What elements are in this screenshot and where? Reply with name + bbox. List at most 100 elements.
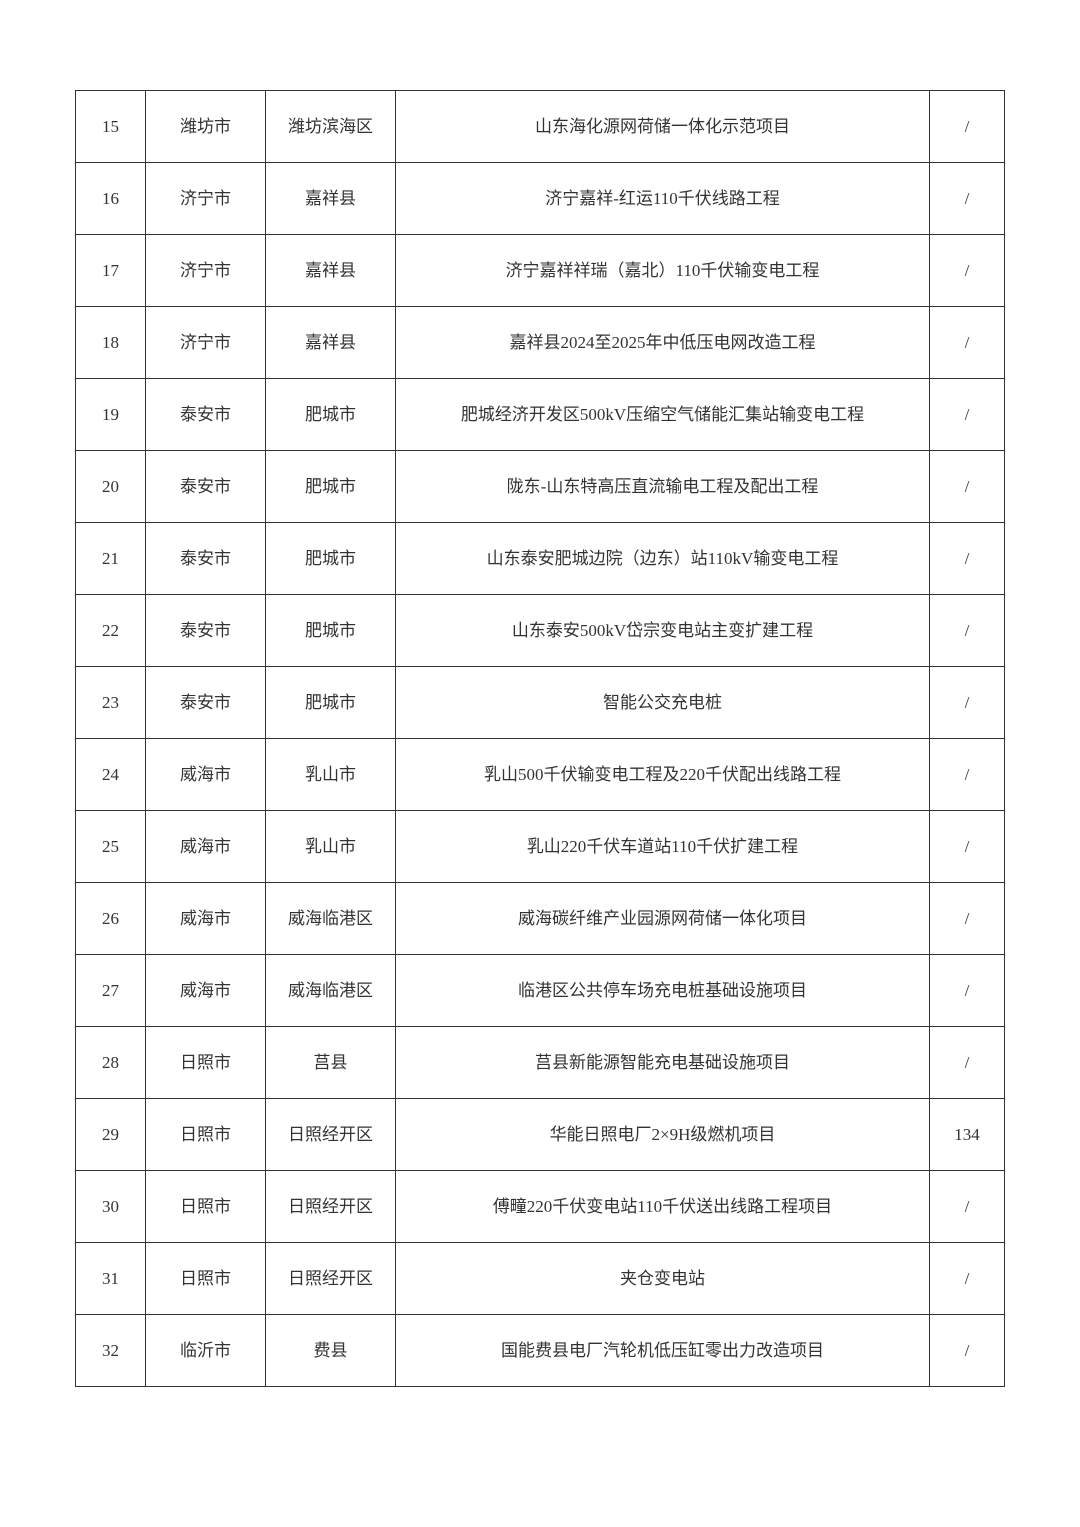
cell-value: / [930,91,1005,163]
cell-district: 日照经开区 [266,1243,396,1315]
cell-city: 威海市 [146,883,266,955]
cell-district: 肥城市 [266,523,396,595]
cell-index: 17 [76,235,146,307]
cell-project: 乳山500千伏输变电工程及220千伏配出线路工程 [396,739,930,811]
cell-index: 25 [76,811,146,883]
cell-index: 27 [76,955,146,1027]
cell-value: 134 [930,1099,1005,1171]
cell-value: / [930,451,1005,523]
cell-city: 泰安市 [146,379,266,451]
cell-index: 24 [76,739,146,811]
cell-project: 国能费县电厂汽轮机低压缸零出力改造项目 [396,1315,930,1387]
cell-index: 30 [76,1171,146,1243]
table-row: 17济宁市嘉祥县济宁嘉祥祥瑞（嘉北）110千伏输变电工程/ [76,235,1005,307]
cell-district: 肥城市 [266,595,396,667]
cell-city: 泰安市 [146,595,266,667]
cell-project: 傅疃220千伏变电站110千伏送出线路工程项目 [396,1171,930,1243]
cell-district: 肥城市 [266,451,396,523]
cell-district: 乳山市 [266,739,396,811]
cell-project: 莒县新能源智能充电基础设施项目 [396,1027,930,1099]
cell-value: / [930,235,1005,307]
table-row: 28日照市莒县莒县新能源智能充电基础设施项目/ [76,1027,1005,1099]
cell-value: / [930,739,1005,811]
cell-project: 威海碳纤维产业园源网荷储一体化项目 [396,883,930,955]
cell-project: 济宁嘉祥祥瑞（嘉北）110千伏输变电工程 [396,235,930,307]
table-row: 16济宁市嘉祥县济宁嘉祥-红运110千伏线路工程/ [76,163,1005,235]
cell-index: 28 [76,1027,146,1099]
cell-district: 日照经开区 [266,1171,396,1243]
cell-district: 嘉祥县 [266,307,396,379]
cell-project: 华能日照电厂2×9H级燃机项目 [396,1099,930,1171]
cell-city: 潍坊市 [146,91,266,163]
cell-project: 山东泰安500kV岱宗变电站主变扩建工程 [396,595,930,667]
table-row: 24威海市乳山市乳山500千伏输变电工程及220千伏配出线路工程/ [76,739,1005,811]
table-row: 18济宁市嘉祥县嘉祥县2024至2025年中低压电网改造工程/ [76,307,1005,379]
cell-city: 临沂市 [146,1315,266,1387]
cell-city: 日照市 [146,1027,266,1099]
cell-district: 日照经开区 [266,1099,396,1171]
cell-city: 泰安市 [146,451,266,523]
cell-project: 济宁嘉祥-红运110千伏线路工程 [396,163,930,235]
cell-value: / [930,1243,1005,1315]
cell-index: 16 [76,163,146,235]
cell-city: 日照市 [146,1243,266,1315]
cell-value: / [930,955,1005,1027]
table-body: 15潍坊市潍坊滨海区山东海化源网荷储一体化示范项目/16济宁市嘉祥县济宁嘉祥-红… [76,91,1005,1387]
cell-city: 日照市 [146,1171,266,1243]
cell-project: 陇东-山东特高压直流输电工程及配出工程 [396,451,930,523]
cell-value: / [930,595,1005,667]
table-row: 23泰安市肥城市智能公交充电桩/ [76,667,1005,739]
cell-city: 威海市 [146,739,266,811]
cell-city: 泰安市 [146,667,266,739]
table-row: 32临沂市费县国能费县电厂汽轮机低压缸零出力改造项目/ [76,1315,1005,1387]
cell-value: / [930,1027,1005,1099]
cell-district: 莒县 [266,1027,396,1099]
cell-value: / [930,379,1005,451]
cell-value: / [930,667,1005,739]
cell-index: 26 [76,883,146,955]
cell-index: 15 [76,91,146,163]
cell-project: 智能公交充电桩 [396,667,930,739]
table-row: 27威海市威海临港区临港区公共停车场充电桩基础设施项目/ [76,955,1005,1027]
cell-district: 嘉祥县 [266,163,396,235]
cell-index: 19 [76,379,146,451]
cell-city: 济宁市 [146,163,266,235]
cell-city: 日照市 [146,1099,266,1171]
cell-value: / [930,1171,1005,1243]
cell-index: 32 [76,1315,146,1387]
table-row: 21泰安市肥城市山东泰安肥城边院（边东）站110kV输变电工程/ [76,523,1005,595]
cell-value: / [930,523,1005,595]
table-row: 31日照市日照经开区夹仓变电站/ [76,1243,1005,1315]
cell-district: 嘉祥县 [266,235,396,307]
cell-district: 潍坊滨海区 [266,91,396,163]
cell-city: 济宁市 [146,235,266,307]
cell-project: 嘉祥县2024至2025年中低压电网改造工程 [396,307,930,379]
cell-district: 乳山市 [266,811,396,883]
cell-value: / [930,1315,1005,1387]
cell-index: 21 [76,523,146,595]
cell-index: 29 [76,1099,146,1171]
cell-district: 肥城市 [266,379,396,451]
cell-project: 乳山220千伏车道站110千伏扩建工程 [396,811,930,883]
cell-project: 肥城经济开发区500kV压缩空气储能汇集站输变电工程 [396,379,930,451]
table-row: 25威海市乳山市乳山220千伏车道站110千伏扩建工程/ [76,811,1005,883]
cell-index: 31 [76,1243,146,1315]
table-row: 26威海市威海临港区威海碳纤维产业园源网荷储一体化项目/ [76,883,1005,955]
table-row: 29日照市日照经开区华能日照电厂2×9H级燃机项目134 [76,1099,1005,1171]
cell-project: 山东海化源网荷储一体化示范项目 [396,91,930,163]
cell-city: 济宁市 [146,307,266,379]
cell-index: 18 [76,307,146,379]
table-row: 19泰安市肥城市肥城经济开发区500kV压缩空气储能汇集站输变电工程/ [76,379,1005,451]
cell-index: 23 [76,667,146,739]
cell-value: / [930,811,1005,883]
cell-district: 威海临港区 [266,883,396,955]
table-row: 15潍坊市潍坊滨海区山东海化源网荷储一体化示范项目/ [76,91,1005,163]
cell-district: 肥城市 [266,667,396,739]
cell-city: 威海市 [146,811,266,883]
cell-city: 威海市 [146,955,266,1027]
cell-project: 山东泰安肥城边院（边东）站110kV输变电工程 [396,523,930,595]
cell-project: 夹仓变电站 [396,1243,930,1315]
cell-district: 费县 [266,1315,396,1387]
cell-index: 22 [76,595,146,667]
cell-value: / [930,307,1005,379]
